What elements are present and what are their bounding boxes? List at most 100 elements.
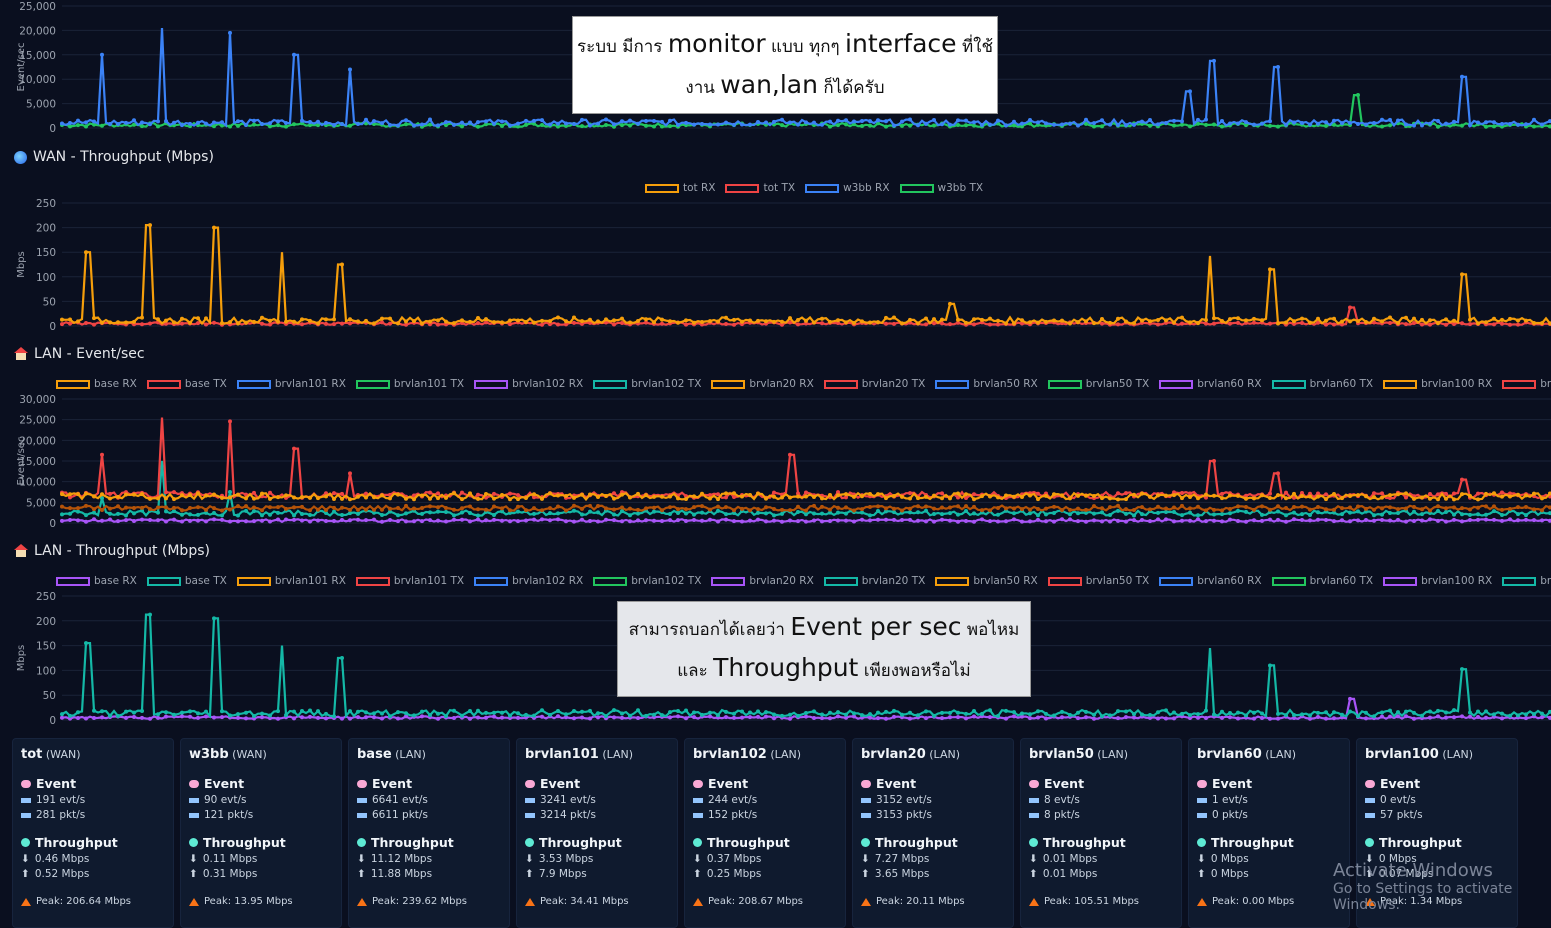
card-down: 0.01 Mbps (1042, 853, 1098, 865)
legend-item[interactable]: brvlan50 RX (935, 378, 1038, 390)
series-point (252, 505, 256, 510)
series-point (132, 492, 136, 497)
series-point (1532, 518, 1536, 523)
series-point (404, 319, 408, 324)
series-point (276, 119, 280, 124)
lan-event-legend[interactable]: base RX base TX brvlan101 RX brvlan101 TX br… (56, 378, 1551, 390)
series-point (1140, 119, 1144, 124)
legend-item[interactable]: brvlan20 TX (823, 378, 925, 390)
legend-item[interactable]: brvlan100 (1502, 575, 1551, 587)
card-up-row: ⬆ 0.31 Mbps (189, 868, 333, 880)
series-point (292, 709, 296, 714)
series-point (964, 320, 968, 325)
series-point (60, 121, 64, 126)
legend-item[interactable]: brvlan100 (1502, 378, 1551, 390)
series-point (1444, 519, 1448, 524)
legend-item[interactable]: brvlan60 RX (1159, 575, 1262, 587)
series-point (556, 517, 560, 522)
series-point (1244, 496, 1248, 501)
series-point (844, 320, 848, 325)
legend-item[interactable]: brvlan20 RX (711, 575, 814, 587)
legend-item[interactable]: brvlan60 TX (1271, 378, 1373, 390)
series-point (1308, 518, 1312, 523)
legend-item[interactable]: brvlan102 RX (474, 575, 583, 587)
series-point (1396, 507, 1400, 512)
series-point (1356, 319, 1360, 324)
series-point (892, 494, 896, 499)
series-point (1028, 121, 1032, 126)
series-point (948, 122, 952, 127)
legend-item[interactable]: brvlan60 RX (1159, 378, 1262, 390)
legend-item[interactable]: brvlan101 TX (355, 378, 464, 390)
legend-item[interactable]: tot RX (645, 182, 715, 194)
series-point (84, 491, 88, 496)
series-point (892, 506, 896, 511)
series-point (1484, 512, 1488, 517)
wan-throughput-legend[interactable]: tot RX tot TX w3bb RX w3bb TX (645, 182, 983, 194)
series-point (276, 517, 280, 522)
series-point (484, 710, 488, 715)
series-point (1340, 506, 1344, 511)
series-point (156, 505, 160, 510)
series-point (716, 519, 720, 524)
legend-item[interactable]: brvlan101 TX (355, 575, 464, 587)
series-point (756, 709, 760, 714)
series-point (668, 710, 672, 715)
series-point (500, 506, 504, 511)
legend-item[interactable]: base RX (56, 575, 137, 587)
y-tick-label: 100 (36, 272, 56, 284)
card-pkt-row: 121 pkt/s (189, 809, 333, 821)
legend-item[interactable]: base TX (146, 378, 227, 390)
legend-item[interactable]: brvlan50 RX (935, 575, 1038, 587)
series-point (1012, 710, 1016, 715)
series-point (548, 322, 552, 327)
series-point (1204, 495, 1208, 500)
legend-item[interactable]: brvlan100 RX (1383, 575, 1492, 587)
legend-item[interactable]: brvlan20 TX (823, 575, 925, 587)
series-point (116, 320, 120, 325)
legend-item[interactable]: brvlan102 TX (593, 575, 701, 587)
card-up-row: ⬆ 11.88 Mbps (357, 868, 501, 880)
lan-throughput-legend[interactable]: base RX base TX brvlan101 RX brvlan101 TX br… (56, 575, 1551, 587)
series-point (1532, 124, 1536, 129)
legend-item[interactable]: brvlan102 TX (593, 378, 701, 390)
series-point (1244, 120, 1248, 125)
series-point (244, 320, 248, 325)
series-point (772, 119, 776, 124)
series-point (284, 319, 288, 324)
watermark-subtitle: Go to Settings to activate Windows. (1333, 881, 1513, 913)
legend-item[interactable]: w3bb TX (899, 182, 983, 194)
series-point (1284, 122, 1288, 127)
series-point (820, 316, 824, 321)
series-point (772, 490, 776, 495)
legend-item[interactable]: base RX (56, 378, 137, 390)
legend-item[interactable]: brvlan50 TX (1047, 378, 1149, 390)
series-point (964, 492, 968, 497)
series-point (836, 714, 840, 719)
series-point (1164, 493, 1168, 498)
legend-item[interactable]: brvlan101 RX (236, 575, 346, 587)
series-point (60, 322, 64, 327)
legend-item[interactable]: brvlan100 RX (1383, 378, 1492, 390)
series-point (492, 513, 496, 518)
legend-item[interactable]: brvlan101 RX (236, 378, 346, 390)
series-point (684, 318, 688, 323)
series-point (268, 490, 272, 495)
series-point (1084, 510, 1088, 515)
series-point (1324, 716, 1328, 721)
series-point (1356, 714, 1360, 719)
legend-item[interactable]: brvlan20 RX (711, 378, 814, 390)
card-pkt-row: 6611 pkt/s (357, 809, 501, 821)
series-point (84, 124, 88, 129)
series-point (1060, 122, 1064, 127)
legend-item[interactable]: w3bb RX (805, 182, 890, 194)
legend-item[interactable]: brvlan50 TX (1047, 575, 1149, 587)
legend-item[interactable]: tot TX (725, 182, 795, 194)
legend-item[interactable]: brvlan60 TX (1271, 575, 1373, 587)
card-up-row: ⬆ 0.07 Mbps (1365, 868, 1509, 880)
legend-item[interactable]: brvlan102 RX (474, 378, 583, 390)
legend-item[interactable]: base TX (146, 575, 227, 587)
series-point (1004, 506, 1008, 511)
series-point (396, 513, 400, 518)
series-point (724, 715, 728, 720)
